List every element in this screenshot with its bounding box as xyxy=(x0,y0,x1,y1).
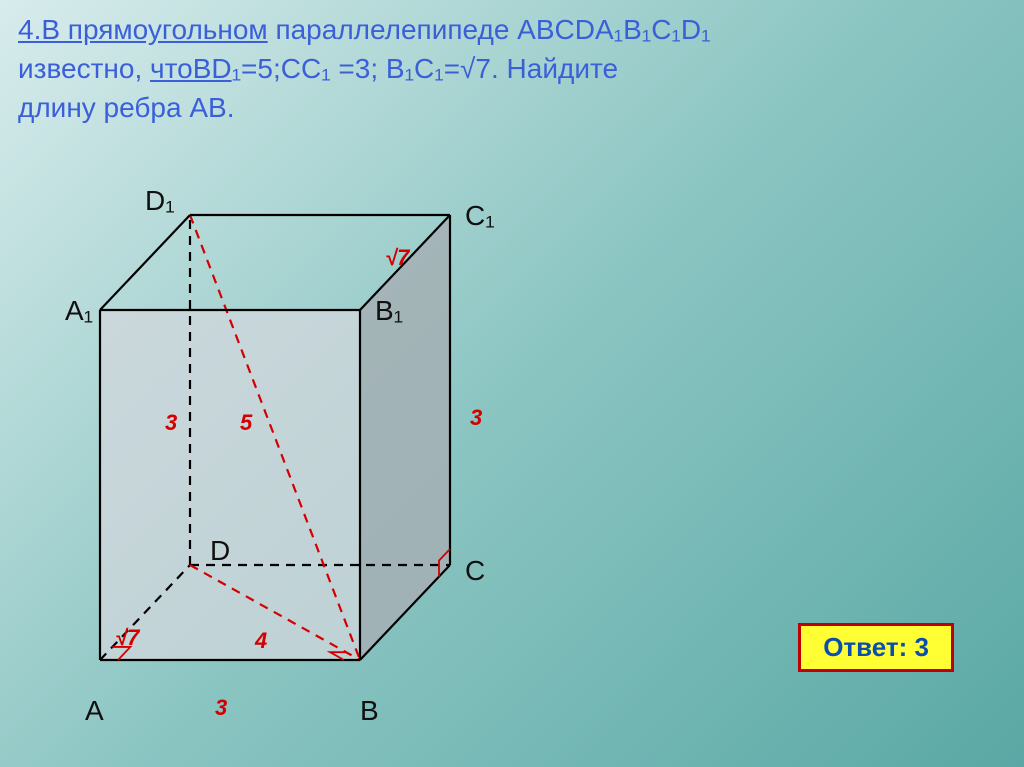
problem-statement: 4.В прямоугольном параллелепипеде ABCDA₁… xyxy=(18,10,1006,128)
problem-line3: длину ребра АВ. xyxy=(18,92,234,123)
problem-line1-rest: параллелепипеде ABCDA₁B₁C₁D₁ xyxy=(268,14,711,45)
edge-label-bd1_5: 5 xyxy=(240,410,252,436)
parallelepiped-diagram: A B C D A₁ B₁ C₁ D₁ 3 5 3 √7 4 √7 3 xyxy=(60,170,580,730)
edge-label-b1c1_r7: √7 xyxy=(385,245,409,271)
edge-label-cc1_3: 3 xyxy=(470,405,482,431)
vertex-label-A: A xyxy=(85,695,104,727)
vertex-label-A1: A₁ xyxy=(65,295,93,327)
edge-label-ab_3: 3 xyxy=(215,695,227,721)
vertex-label-C1: C₁ xyxy=(465,200,495,232)
problem-line2b: ₁=5;СС₁ =3; В₁С₁=√7. Найдите xyxy=(232,53,618,84)
face xyxy=(360,215,450,660)
problem-line1-under: 4.В прямоугольном xyxy=(18,14,268,45)
vertex-label-D: D xyxy=(210,535,230,567)
edge-label-dd1_3: 3 xyxy=(165,410,177,436)
edge xyxy=(100,215,190,310)
problem-line2-under: чтоBD xyxy=(150,53,232,84)
face xyxy=(100,310,360,660)
vertex-label-C: C xyxy=(465,555,485,587)
answer-box: Ответ: 3 xyxy=(798,623,954,672)
answer-label: Ответ: 3 xyxy=(823,632,929,662)
edge-label-bd_4: 4 xyxy=(255,628,267,654)
problem-line2a: известно, xyxy=(18,53,150,84)
vertex-label-B: B xyxy=(360,695,379,727)
vertex-label-D1: D₁ xyxy=(145,185,175,217)
edge-label-ad_r7: √7 xyxy=(115,625,139,651)
vertex-label-B1: B₁ xyxy=(375,295,403,327)
